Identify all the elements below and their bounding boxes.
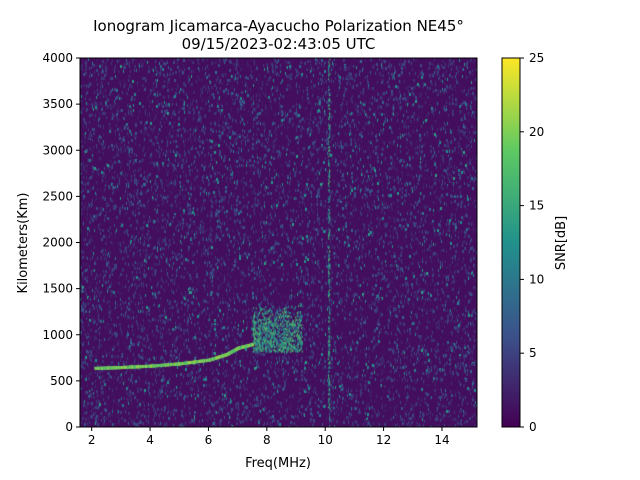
x-tick-label: 8: [263, 433, 271, 447]
y-tick-label: 4000: [42, 51, 73, 65]
y-tick-label: 1000: [42, 328, 73, 342]
y-tick-label: 500: [50, 374, 73, 388]
heatmap-image: [80, 58, 477, 427]
chart-subtitle: 09/15/2023-02:43:05 UTC: [181, 35, 376, 53]
colorbar-tick-label: 5: [529, 346, 537, 360]
y-axis-label: Kilometers(Km): [16, 193, 31, 294]
y-tick-label: 3000: [42, 143, 73, 157]
x-tick-label: 10: [318, 433, 333, 447]
y-tick-label: 1500: [42, 282, 73, 296]
colorbar: 0 5 10 15 20 25: [501, 51, 544, 434]
plot-area: [79, 57, 478, 428]
y-tick-label: 2500: [42, 189, 73, 203]
y-tick-label: 2000: [42, 236, 73, 250]
colorbar-bar: [501, 57, 521, 428]
chart-title: Ionogram Jicamarca-Ayacucho Polarization…: [93, 17, 464, 35]
x-tick-label: 12: [376, 433, 391, 447]
colorbar-tick-label: 10: [529, 272, 544, 286]
y-tick-label: 0: [65, 420, 73, 434]
x-tick-label: 4: [146, 433, 154, 447]
colorbar-tick-label: 25: [529, 51, 544, 65]
x-tick-label: 6: [205, 433, 213, 447]
y-axis: 0 500 1000 1500 2000 2500 3000 3500 4000: [42, 51, 80, 434]
y-tick-label: 3500: [42, 97, 73, 111]
colorbar-label: SNR[dB]: [554, 216, 569, 270]
x-axis-label: Freq(MHz): [245, 456, 311, 471]
colorbar-tick-label: 0: [529, 420, 537, 434]
colorbar-tick-label: 15: [529, 199, 544, 213]
x-tick-label: 14: [434, 433, 449, 447]
x-axis: 2 4 6 8 10 12 14: [88, 427, 450, 447]
x-tick-label: 2: [88, 433, 96, 447]
colorbar-tick-label: 20: [529, 125, 544, 139]
